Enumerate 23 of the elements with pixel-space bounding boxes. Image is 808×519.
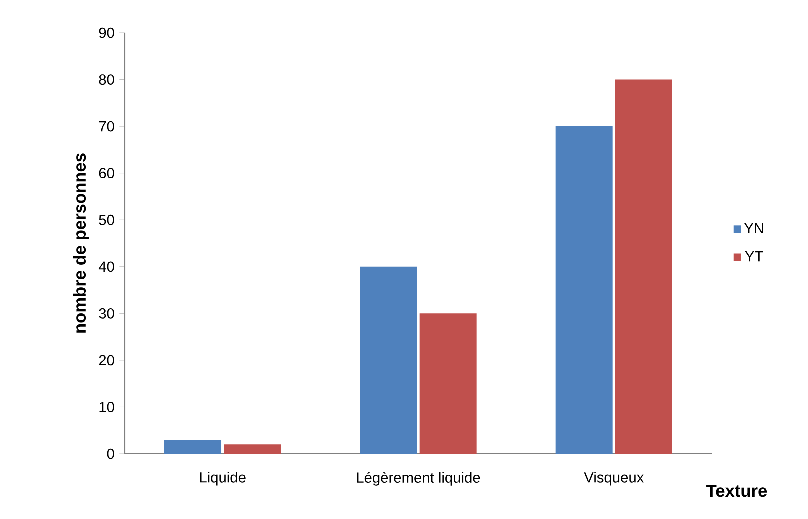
y-axis-title: nombre de personnes bbox=[73, 154, 90, 333]
bar bbox=[616, 80, 672, 454]
bar bbox=[224, 444, 282, 454]
y-tick-label: 0 bbox=[107, 448, 114, 460]
legend-label: YN bbox=[744, 223, 764, 234]
bar bbox=[360, 266, 418, 454]
bar bbox=[420, 314, 477, 454]
bar bbox=[164, 440, 222, 454]
y-tick-label: 70 bbox=[99, 121, 114, 132]
x-tick-label: Légèrement liquide bbox=[357, 472, 480, 486]
x-tick-label: Liquide bbox=[200, 472, 246, 486]
y-tick-label: 10 bbox=[100, 402, 114, 412]
y-tick-label: 20 bbox=[99, 355, 114, 366]
y-tick-label: 80 bbox=[99, 74, 114, 85]
y-tick-label: 90 bbox=[99, 28, 114, 38]
x-tick-label: Visqueux bbox=[584, 472, 644, 486]
y-tick-label: 50 bbox=[99, 214, 114, 226]
bar bbox=[556, 126, 613, 454]
legend-label: YT bbox=[745, 252, 764, 262]
y-tick-label: 30 bbox=[99, 308, 114, 319]
y-tick-label: 40 bbox=[98, 262, 114, 272]
x-axis-title: Texture bbox=[706, 485, 768, 498]
y-tick-label: 60 bbox=[99, 168, 114, 179]
